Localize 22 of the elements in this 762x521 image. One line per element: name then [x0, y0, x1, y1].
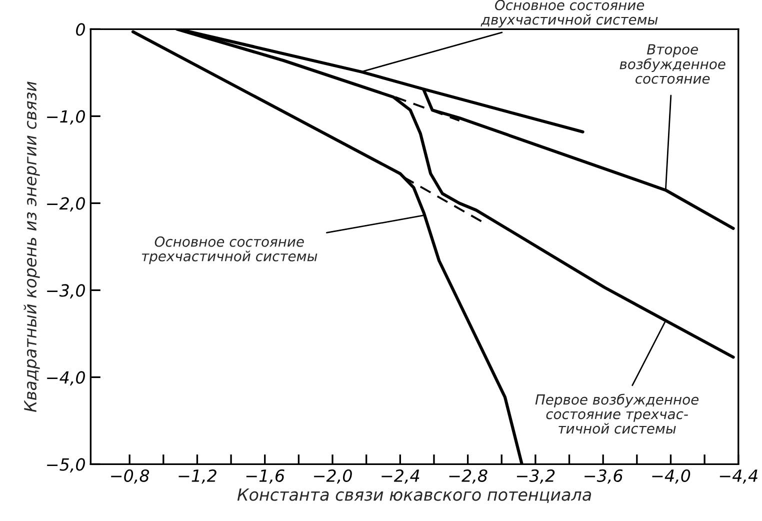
x-axis-title: Константа связи юкавского потенциала [237, 488, 592, 503]
annotation: Первое возбужденное состояние трехчас- тичной системы [535, 394, 699, 434]
x-tick-label: −2,8 [449, 469, 488, 484]
y-tick-label: −1,0 [47, 110, 85, 124]
x-tick-label: −2,0 [314, 469, 352, 484]
x-tick-label: −4,0 [652, 469, 690, 484]
y-tick-label: 0 [76, 23, 85, 36]
annotation: Основное состояние трехчастичной системы [142, 236, 318, 264]
annotation: Второе возбужденное состояние [620, 44, 726, 84]
annotation: Основное состояние двухчастичной системы [480, 0, 658, 28]
x-tick-label: −1,6 [246, 469, 284, 484]
x-tick-label: −0,8 [111, 469, 150, 484]
y-tick-label: −2,0 [47, 197, 85, 212]
y-tick-label: −3,0 [47, 284, 85, 298]
y-tick-label: −4,0 [47, 371, 85, 386]
x-tick-label: −3,6 [584, 469, 623, 484]
x-tick-label: −1,2 [178, 469, 216, 484]
x-tick-label: −3,2 [516, 469, 555, 484]
y-axis-title: Квадратный корень из энергии связи [24, 82, 40, 412]
x-tick-label: −2,4 [382, 469, 420, 484]
y-tick-label: −5,0 [47, 458, 85, 472]
x-tick-label: −4,4 [720, 470, 758, 484]
